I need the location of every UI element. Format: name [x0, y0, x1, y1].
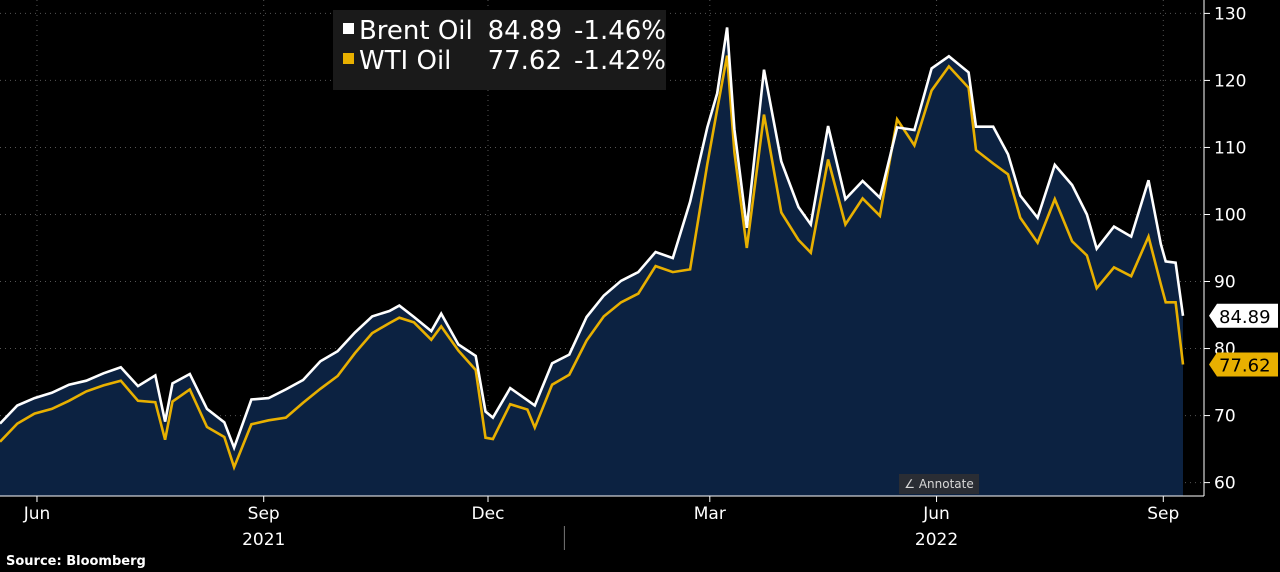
- brent-area-fill: [0, 27, 1183, 496]
- brent-last-value-tag: [1209, 303, 1278, 328]
- brent-swatch-icon: [343, 22, 354, 34]
- pencil-icon: ∠: [904, 477, 915, 491]
- wti-last-value-tag: [1209, 352, 1278, 377]
- legend-brent-name: Brent Oil: [358, 16, 473, 46]
- year-label: 2022: [915, 530, 958, 550]
- brent-oil-line: [0, 27, 1185, 452]
- source-note: Source: Bloomberg: [6, 554, 146, 569]
- x-tick-label: Sep: [248, 504, 280, 524]
- x-axis: Jun Sep Dec Mar Jun Sep 2021 2022: [23, 496, 1179, 550]
- y-tick-label: 60: [1214, 474, 1236, 494]
- brent-last-value-tag-label: 84.89: [1219, 307, 1271, 328]
- annotate-button[interactable]: ∠ Annotate: [899, 474, 979, 494]
- legend-wti: WTI Oil 77.62 -1.42%: [343, 46, 666, 76]
- y-tick-label: 120: [1214, 71, 1246, 91]
- wti-oil-line: [0, 55, 1185, 472]
- x-tick-label: Dec: [472, 504, 505, 524]
- x-tick-label: Sep: [1147, 504, 1179, 524]
- wti-swatch-icon: [343, 52, 354, 64]
- wti-last-value-tag-label: 77.62: [1219, 355, 1271, 376]
- legend: Brent Oil 84.89 -1.46% WTI Oil 77.62 -1.…: [333, 10, 666, 90]
- y-tick-label: 90: [1214, 273, 1236, 293]
- legend-brent: Brent Oil 84.89 -1.46%: [343, 16, 666, 46]
- x-tick-label: Mar: [694, 504, 726, 524]
- legend-wti-value: 77.62: [487, 46, 563, 76]
- year-label: 2021: [242, 530, 285, 550]
- y-tick-label: 100: [1214, 205, 1246, 225]
- legend-brent-value: 84.89: [487, 16, 563, 46]
- legend-wti-change: -1.42%: [574, 46, 666, 76]
- x-tick-label: Jun: [922, 504, 950, 524]
- x-tick-label: Jun: [23, 504, 51, 524]
- y-tick-label: 70: [1214, 407, 1236, 427]
- annotate-label: Annotate: [918, 477, 974, 491]
- y-tick-label: 110: [1214, 138, 1246, 158]
- y-tick-label: 130: [1214, 4, 1246, 24]
- last-value-labels: 84.89 77.62: [1209, 303, 1278, 377]
- legend-brent-change: -1.46%: [574, 16, 666, 46]
- legend-wti-name: WTI Oil: [358, 46, 452, 76]
